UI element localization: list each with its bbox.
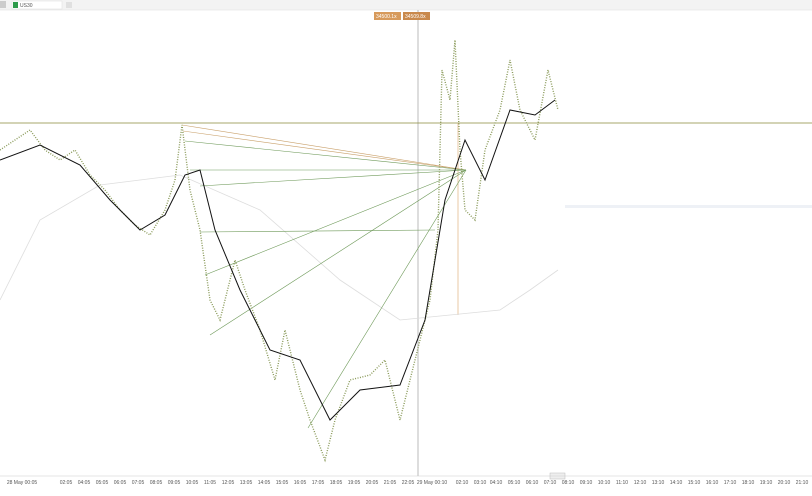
time-label: 12:05 xyxy=(222,480,235,486)
time-label: 05:10 xyxy=(508,480,521,486)
time-label: 04:05 xyxy=(78,480,91,486)
tab-bar xyxy=(0,0,812,10)
new-tab-button[interactable] xyxy=(66,2,72,8)
time-label: 15:05 xyxy=(276,480,289,486)
time-label: 13:10 xyxy=(652,480,665,486)
time-label: 06:05 xyxy=(114,480,127,486)
time-label: 06:10 xyxy=(526,480,539,486)
time-label: 20:10 xyxy=(778,480,791,486)
time-label: 11:05 xyxy=(204,480,216,486)
time-label: 17:10 xyxy=(724,480,737,486)
time-label: 09:10 xyxy=(580,480,593,486)
price-candles xyxy=(0,39,559,463)
time-label: 10:05 xyxy=(186,480,199,486)
time-label: 19:05 xyxy=(348,480,361,486)
price-tag-label: 34509.8x xyxy=(405,14,426,20)
time-label: 18:05 xyxy=(330,480,343,486)
time-label: 19:10 xyxy=(760,480,773,486)
time-label: 18:10 xyxy=(742,480,755,486)
time-label: 05:05 xyxy=(96,480,109,486)
menu-icon[interactable] xyxy=(0,1,6,8)
moving-average xyxy=(0,99,556,421)
time-label: 11:10 xyxy=(616,480,628,486)
time-label: 12:10 xyxy=(634,480,647,486)
time-label: 09:05 xyxy=(168,480,181,486)
time-label: 08:05 xyxy=(150,480,163,486)
time-label: 14:10 xyxy=(670,480,683,486)
fan-lines xyxy=(181,124,467,429)
time-label: 21:10 xyxy=(796,480,809,486)
time-label: 02:05 xyxy=(60,480,73,486)
time-label: 07:05 xyxy=(132,480,145,486)
time-label: 15:10 xyxy=(688,480,701,486)
time-label: 20:05 xyxy=(366,480,379,486)
scrollbar[interactable] xyxy=(565,205,812,208)
time-axis: 28 May 00:05 02:05 04:05 05:05 06:05 07:05 08:… xyxy=(7,480,809,486)
time-label: 16:05 xyxy=(294,480,307,486)
tab[interactable] xyxy=(11,0,63,10)
tab-title: US30 xyxy=(20,3,33,9)
time-label: 08:10 xyxy=(562,480,575,486)
time-label: 02:10 xyxy=(456,480,469,486)
time-label: 21:05 xyxy=(384,480,397,486)
time-label: 29 May 00:10 xyxy=(417,480,448,486)
time-label: 10:10 xyxy=(598,480,611,486)
time-label: 17:05 xyxy=(312,480,325,486)
tab-icon xyxy=(13,2,18,8)
price-tag xyxy=(374,12,401,20)
price-tag-label: 34500.1x xyxy=(376,14,397,20)
time-label: 04:10 xyxy=(490,480,503,486)
time-label: 28 May 00:05 xyxy=(7,480,38,486)
time-label: 03:10 xyxy=(474,480,487,486)
time-label: 22:05 xyxy=(402,480,415,486)
time-label: 14:05 xyxy=(258,480,271,486)
time-label: 07:10 xyxy=(544,480,557,486)
time-label: 16:10 xyxy=(706,480,719,486)
time-label: 13:05 xyxy=(240,480,253,486)
price-tag xyxy=(403,12,430,20)
slow-moving-average xyxy=(0,174,559,321)
